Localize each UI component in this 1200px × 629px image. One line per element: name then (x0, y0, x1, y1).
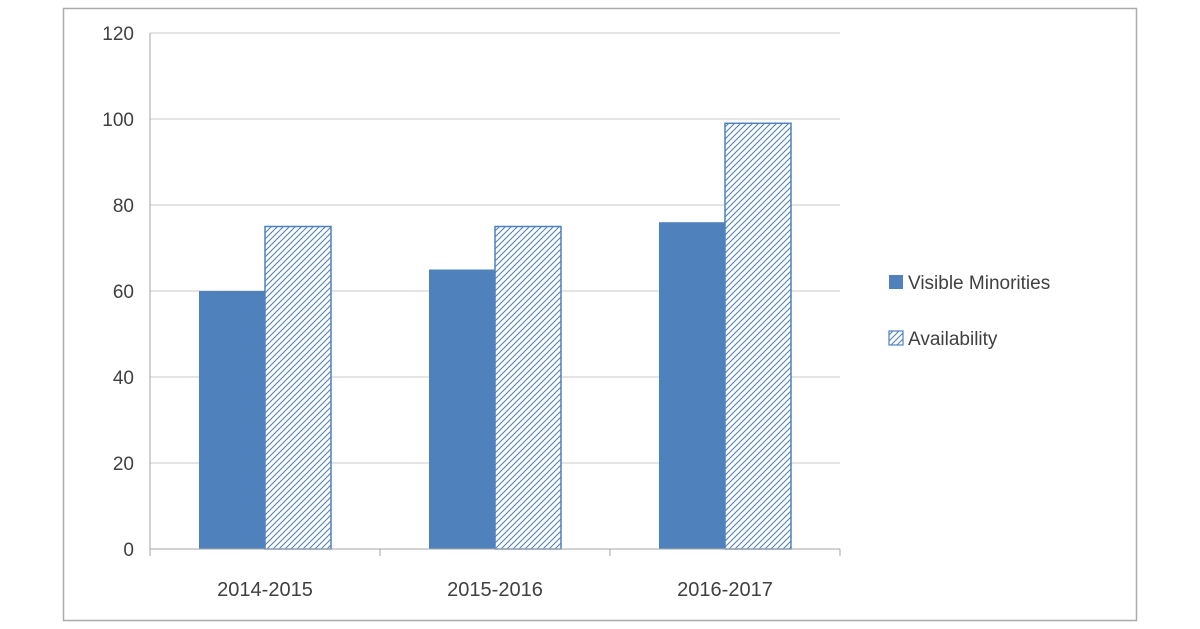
legend-swatch-visible-minorities (889, 275, 903, 289)
legend-swatch-availability (888, 330, 904, 346)
y-axis-tick-label: 20 (113, 454, 134, 475)
y-axis-tick-label: 120 (102, 24, 134, 45)
y-axis-tick-label: 40 (113, 368, 134, 389)
bar-visible-minorities-2014-2015 (199, 291, 265, 549)
legend: Visible Minorities Availability (888, 273, 1050, 350)
y-axis-tick-label: 80 (113, 196, 134, 217)
bar-availability-2014-2015 (264, 225, 332, 550)
y-axis-tick-label: 100 (102, 110, 134, 131)
bar-availability-2016-2017 (724, 122, 792, 550)
y-axis-tick-label: 60 (113, 282, 134, 303)
legend-label-availability: Availability (908, 329, 998, 350)
x-axis-category-label: 2015-2016 (447, 579, 543, 601)
x-axis-category-label: 2014-2015 (217, 579, 313, 601)
y-axis-tick-label: 0 (123, 540, 134, 561)
bar-visible-minorities-2015-2016 (429, 269, 495, 549)
legend-label-visible-minorities: Visible Minorities (908, 273, 1050, 294)
axes (149, 33, 841, 556)
x-axis-category-label: 2016-2017 (677, 579, 773, 601)
bar-availability-2015-2016 (494, 225, 562, 550)
bar-visible-minorities-2016-2017 (659, 222, 725, 549)
bars (199, 122, 792, 550)
axis-labels: 0 20 40 60 80 100 120 2014-2015 2015-2016 2016-20… (102, 24, 773, 601)
